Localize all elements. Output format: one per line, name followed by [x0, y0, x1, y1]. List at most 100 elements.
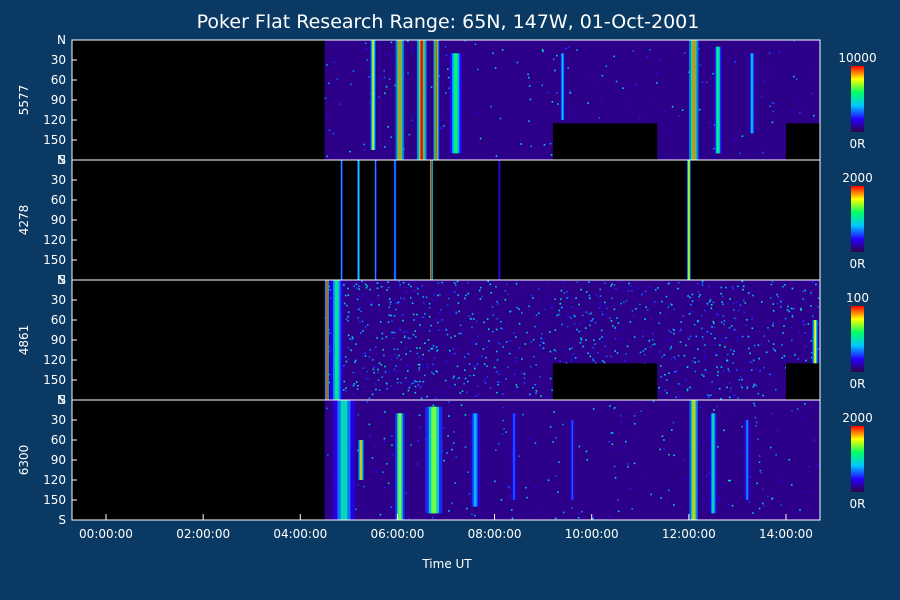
speckle — [746, 386, 749, 388]
speckle — [639, 351, 642, 354]
speckle — [759, 370, 761, 372]
speckle — [364, 378, 366, 380]
plot-area — [72, 160, 820, 280]
speckle — [720, 321, 723, 324]
speckle — [454, 482, 457, 484]
speckle — [798, 100, 800, 103]
speckle — [739, 376, 742, 378]
speckle — [355, 381, 358, 383]
speckle — [753, 402, 755, 405]
keogram-panels: N 30 60 90 120 150 S 5577 10000 0R N 30 60 90 120 150 S 4… — [17, 33, 877, 527]
speckle — [574, 315, 576, 318]
feature-layer — [372, 40, 374, 150]
speckle — [572, 352, 575, 355]
speckle — [539, 344, 541, 347]
speckle — [722, 370, 725, 373]
speckle — [416, 313, 418, 316]
speckle — [802, 320, 805, 322]
speckle — [791, 339, 793, 342]
colorbar-max-label: 100 — [846, 291, 869, 305]
speckle — [604, 345, 607, 348]
speckle — [629, 285, 632, 287]
speckle — [674, 358, 677, 361]
speckle — [791, 287, 794, 290]
speckle — [443, 125, 445, 127]
speckle — [625, 299, 628, 302]
speckle — [469, 422, 471, 424]
speckle — [667, 283, 669, 285]
speckle — [352, 70, 355, 72]
speckle — [483, 334, 485, 337]
panel-6300: N 30 60 90 120 150 S 6300 2000 0R — [17, 393, 873, 527]
speckle — [329, 332, 331, 335]
speckle — [499, 343, 501, 345]
speckle — [467, 471, 469, 473]
speckle — [343, 389, 345, 391]
speckle — [582, 345, 584, 348]
y-tick-label: N — [57, 33, 66, 47]
speckle — [780, 504, 782, 506]
speckle — [481, 295, 483, 298]
speckle — [426, 395, 428, 398]
speckle — [595, 294, 597, 296]
speckle — [813, 114, 815, 117]
speckle — [746, 333, 749, 336]
speckle — [656, 73, 658, 75]
speckle — [641, 293, 643, 296]
speckle — [505, 283, 508, 286]
speckle — [345, 318, 348, 320]
speckle — [627, 466, 629, 468]
speckle — [445, 54, 448, 56]
speckle — [432, 373, 435, 375]
speckle — [749, 352, 751, 355]
speckle — [793, 75, 795, 78]
speckle — [685, 344, 687, 347]
speckle — [697, 348, 699, 350]
speckle — [781, 344, 783, 346]
speckle — [772, 324, 774, 327]
feature-layer — [499, 160, 500, 280]
speckle — [693, 357, 696, 359]
speckle — [698, 295, 700, 298]
speckle — [496, 317, 499, 320]
speckle — [614, 477, 617, 479]
speckle — [467, 292, 469, 295]
feature-layer — [473, 413, 477, 507]
y-tick-label: N — [57, 393, 66, 407]
speckle — [702, 440, 705, 442]
speckle — [704, 369, 707, 371]
speckle — [444, 391, 447, 393]
speckle — [388, 298, 391, 300]
speckle — [658, 322, 660, 325]
speckle — [391, 453, 394, 456]
speckle — [486, 365, 488, 367]
speckle — [590, 312, 592, 315]
speckle — [519, 292, 522, 295]
speckle — [542, 347, 545, 350]
speckle — [497, 442, 500, 445]
feature-layer — [814, 320, 816, 374]
speckle — [532, 387, 534, 389]
speckle — [420, 328, 422, 331]
speckle — [778, 299, 781, 302]
speckle — [772, 322, 774, 325]
panel-wavelength-label: 5577 — [17, 85, 31, 116]
speckle — [501, 433, 504, 435]
speckle — [683, 52, 686, 54]
speckle — [714, 352, 717, 354]
speckle — [403, 336, 406, 339]
emission-feature — [688, 40, 699, 160]
speckle — [551, 307, 553, 309]
speckle — [478, 357, 481, 360]
speckle — [402, 319, 404, 322]
speckle — [691, 367, 693, 370]
speckle — [741, 135, 744, 137]
speckle — [433, 294, 435, 296]
speckle — [810, 92, 813, 95]
speckle — [391, 320, 393, 322]
speckle — [344, 356, 347, 358]
speckle — [447, 297, 450, 300]
speckle — [511, 375, 514, 378]
speckle — [503, 328, 505, 331]
speckle — [328, 82, 330, 85]
